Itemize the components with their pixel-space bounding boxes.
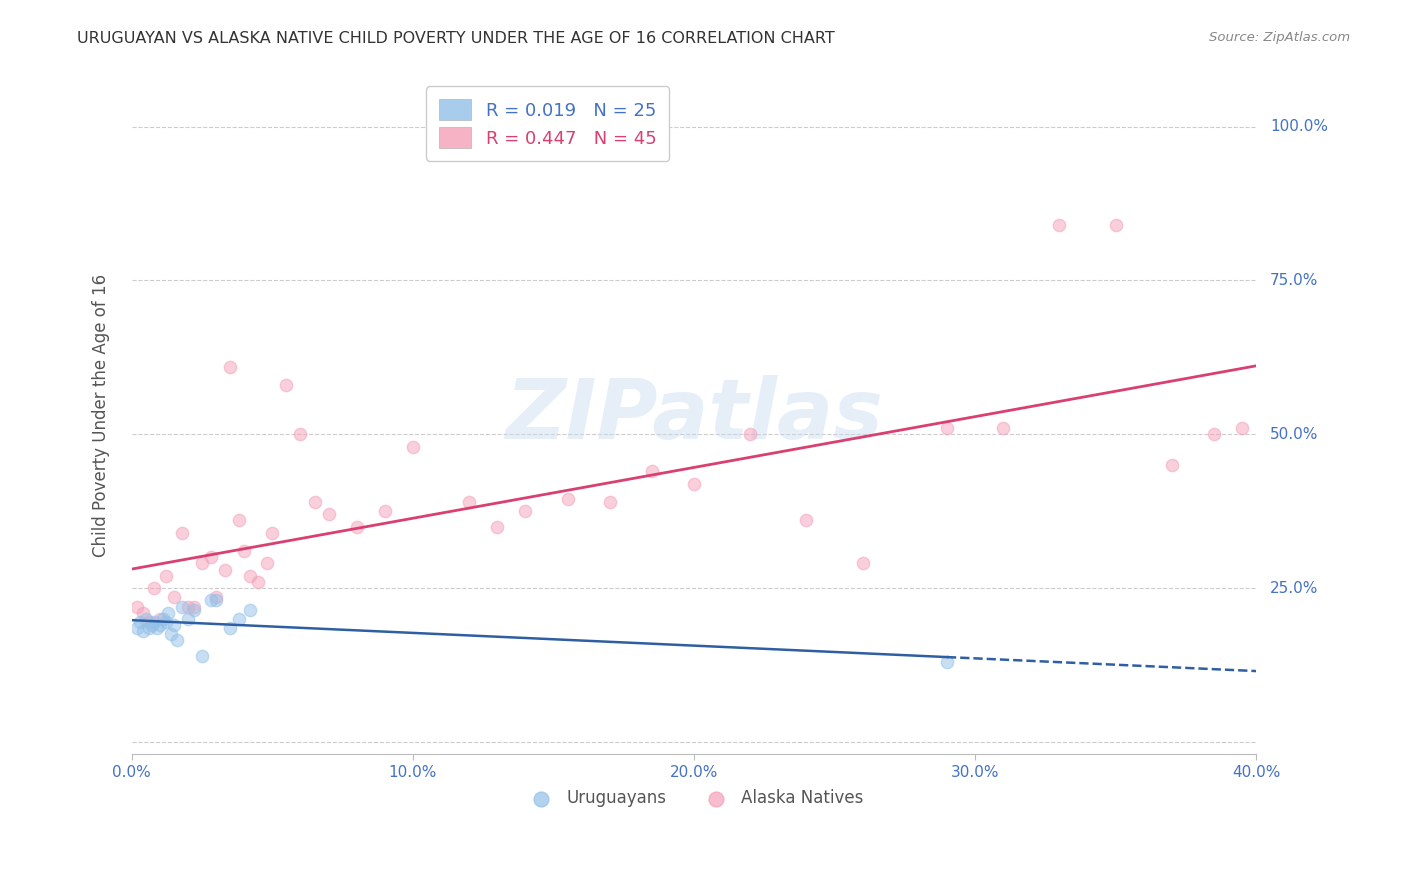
Point bbox=[233, 544, 256, 558]
Point bbox=[163, 591, 186, 605]
Point bbox=[239, 569, 262, 583]
Point bbox=[1104, 218, 1126, 232]
Legend: Uruguayans, Alaska Natives: Uruguayans, Alaska Natives bbox=[517, 782, 870, 814]
Point bbox=[219, 621, 242, 635]
Y-axis label: Child Poverty Under the Age of 16: Child Poverty Under the Age of 16 bbox=[93, 274, 110, 558]
Point bbox=[276, 378, 298, 392]
Point bbox=[183, 602, 205, 616]
Point bbox=[205, 593, 228, 607]
Point bbox=[1160, 458, 1182, 472]
Point bbox=[256, 557, 278, 571]
Point bbox=[157, 606, 180, 620]
Point bbox=[1047, 218, 1070, 232]
Point bbox=[135, 612, 157, 626]
Point bbox=[200, 593, 222, 607]
Point bbox=[132, 624, 155, 639]
Point bbox=[163, 618, 186, 632]
Point bbox=[796, 513, 818, 527]
Text: 50.0%: 50.0% bbox=[1270, 426, 1319, 442]
Point bbox=[346, 519, 368, 533]
Point bbox=[155, 569, 177, 583]
Text: 75.0%: 75.0% bbox=[1270, 273, 1319, 288]
Text: 100.0%: 100.0% bbox=[1270, 120, 1329, 134]
Point bbox=[160, 627, 183, 641]
Point bbox=[515, 504, 537, 518]
Point bbox=[177, 599, 200, 614]
Point bbox=[262, 525, 284, 540]
Point bbox=[740, 427, 762, 442]
Text: URUGUAYAN VS ALASKA NATIVE CHILD POVERTY UNDER THE AGE OF 16 CORRELATION CHART: URUGUAYAN VS ALASKA NATIVE CHILD POVERTY… bbox=[77, 31, 835, 46]
Point bbox=[183, 599, 205, 614]
Point bbox=[557, 491, 579, 506]
Point bbox=[200, 550, 222, 565]
Point bbox=[374, 504, 396, 518]
Point bbox=[935, 655, 957, 669]
Text: 25.0%: 25.0% bbox=[1270, 581, 1319, 596]
Point bbox=[143, 615, 166, 629]
Point bbox=[127, 599, 149, 614]
Point bbox=[290, 427, 312, 442]
Point bbox=[127, 621, 149, 635]
Point bbox=[191, 648, 214, 663]
Point bbox=[146, 621, 169, 635]
Point bbox=[1202, 427, 1225, 442]
Point bbox=[191, 557, 214, 571]
Point bbox=[228, 513, 250, 527]
Point bbox=[166, 633, 188, 648]
Point bbox=[214, 563, 236, 577]
Point bbox=[177, 612, 200, 626]
Point bbox=[683, 476, 706, 491]
Point bbox=[138, 615, 160, 629]
Point bbox=[143, 581, 166, 595]
Point bbox=[132, 606, 155, 620]
Point bbox=[141, 618, 163, 632]
Text: ZIPatlas: ZIPatlas bbox=[505, 376, 883, 457]
Point bbox=[641, 464, 664, 478]
Point bbox=[228, 612, 250, 626]
Text: Source: ZipAtlas.com: Source: ZipAtlas.com bbox=[1209, 31, 1350, 45]
Point bbox=[138, 621, 160, 635]
Point bbox=[172, 599, 194, 614]
Point bbox=[991, 421, 1014, 435]
Point bbox=[152, 612, 174, 626]
Point bbox=[1230, 421, 1253, 435]
Point bbox=[486, 519, 509, 533]
Point bbox=[935, 421, 957, 435]
Point bbox=[318, 508, 340, 522]
Point bbox=[458, 495, 481, 509]
Point bbox=[149, 618, 172, 632]
Point bbox=[219, 359, 242, 374]
Point bbox=[599, 495, 621, 509]
Point bbox=[304, 495, 326, 509]
Point bbox=[239, 602, 262, 616]
Point bbox=[247, 574, 270, 589]
Point bbox=[852, 557, 875, 571]
Point bbox=[205, 591, 228, 605]
Point bbox=[155, 615, 177, 629]
Point bbox=[402, 440, 425, 454]
Point bbox=[129, 615, 152, 629]
Point bbox=[172, 525, 194, 540]
Point bbox=[149, 612, 172, 626]
